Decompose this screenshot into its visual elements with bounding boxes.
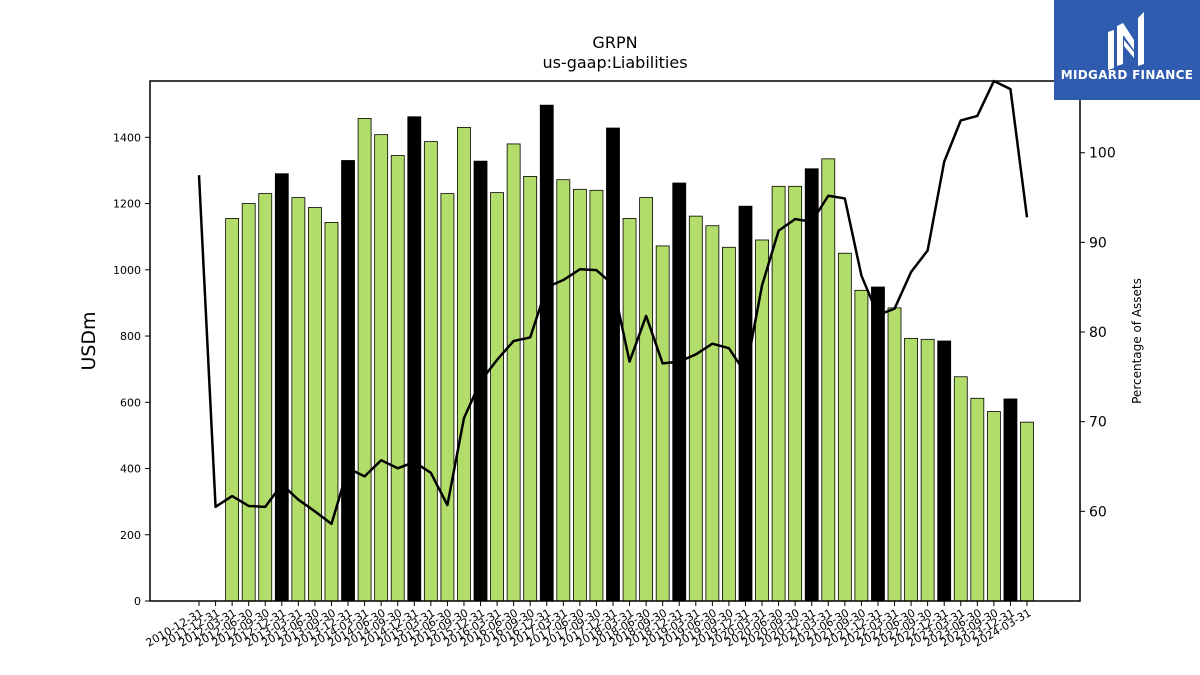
bar bbox=[755, 239, 769, 602]
bar bbox=[490, 192, 504, 602]
bar bbox=[539, 104, 554, 602]
bar bbox=[241, 203, 256, 602]
bar bbox=[920, 338, 935, 602]
chart-subtitle: us-gaap:Liabilities bbox=[542, 53, 687, 72]
y-axis-right: 60 70 80 90 100 bbox=[1080, 146, 1116, 520]
y-tick-label: 200 bbox=[120, 529, 141, 542]
bar bbox=[523, 175, 538, 602]
y-tick-label: 1400 bbox=[113, 131, 141, 144]
midgard-finance-logo: MIDGARD FINANCE bbox=[1054, 0, 1200, 100]
y-axis-left: 0 200 400 600 800 1000 1200 1400 bbox=[113, 131, 150, 608]
bar bbox=[291, 197, 306, 602]
bar bbox=[705, 225, 720, 602]
plot-frame bbox=[149, 80, 1081, 602]
bar bbox=[688, 215, 703, 602]
y-tick-label: 600 bbox=[120, 396, 141, 409]
y2-tick-label: 80 bbox=[1089, 325, 1107, 341]
bar bbox=[440, 193, 455, 602]
x-axis: 2010-12-312011-12-312012-03-312012-06-30… bbox=[144, 601, 1034, 650]
logo-text: MIDGARD FINANCE bbox=[1060, 68, 1194, 82]
bar bbox=[308, 207, 322, 602]
bar bbox=[871, 286, 885, 602]
bar bbox=[821, 158, 836, 602]
bar bbox=[655, 245, 670, 602]
bar bbox=[937, 340, 952, 602]
percentage-line bbox=[197, 79, 1029, 526]
bar bbox=[556, 179, 571, 602]
logo-mark-icon bbox=[1108, 12, 1144, 70]
bar bbox=[887, 307, 902, 602]
bar bbox=[986, 411, 1001, 602]
y2-tick-label: 90 bbox=[1089, 235, 1107, 251]
y-tick-label: 1000 bbox=[113, 264, 141, 277]
y-tick-label: 0 bbox=[134, 595, 141, 608]
bar bbox=[423, 141, 438, 602]
bar bbox=[953, 376, 968, 602]
y-axis-label: USDm bbox=[78, 311, 100, 370]
bar bbox=[788, 185, 803, 602]
bar bbox=[672, 182, 687, 602]
y2-tick-label: 70 bbox=[1089, 415, 1107, 431]
y2-tick-label: 60 bbox=[1089, 504, 1107, 520]
bar bbox=[506, 143, 521, 602]
bar bbox=[738, 205, 753, 602]
chart-title: GRPN bbox=[592, 33, 637, 52]
bar bbox=[572, 188, 587, 602]
y-tick-label: 800 bbox=[120, 330, 141, 343]
bar bbox=[970, 397, 985, 602]
bar bbox=[639, 197, 654, 602]
bar bbox=[804, 168, 819, 602]
y-tick-label: 1200 bbox=[113, 198, 141, 211]
bar bbox=[390, 155, 405, 602]
bar bbox=[274, 173, 289, 602]
bar bbox=[341, 160, 355, 602]
bar bbox=[622, 218, 637, 602]
bar bbox=[589, 189, 604, 602]
y2-axis-label: Percentage of Assets bbox=[1130, 278, 1144, 404]
bar bbox=[722, 246, 736, 602]
y2-tick-label: 100 bbox=[1089, 146, 1116, 162]
bars-layer bbox=[225, 104, 1034, 602]
bar bbox=[324, 222, 339, 602]
bar bbox=[854, 289, 869, 602]
bar bbox=[457, 126, 471, 602]
bar bbox=[1003, 398, 1018, 602]
bar bbox=[606, 127, 620, 602]
bar bbox=[904, 337, 918, 602]
bar bbox=[258, 193, 273, 602]
bar bbox=[225, 218, 240, 602]
bar bbox=[374, 134, 389, 602]
bar bbox=[837, 252, 852, 602]
y-tick-label: 400 bbox=[120, 463, 141, 476]
bar bbox=[357, 118, 372, 602]
bar bbox=[1020, 421, 1034, 602]
bar bbox=[407, 116, 422, 602]
